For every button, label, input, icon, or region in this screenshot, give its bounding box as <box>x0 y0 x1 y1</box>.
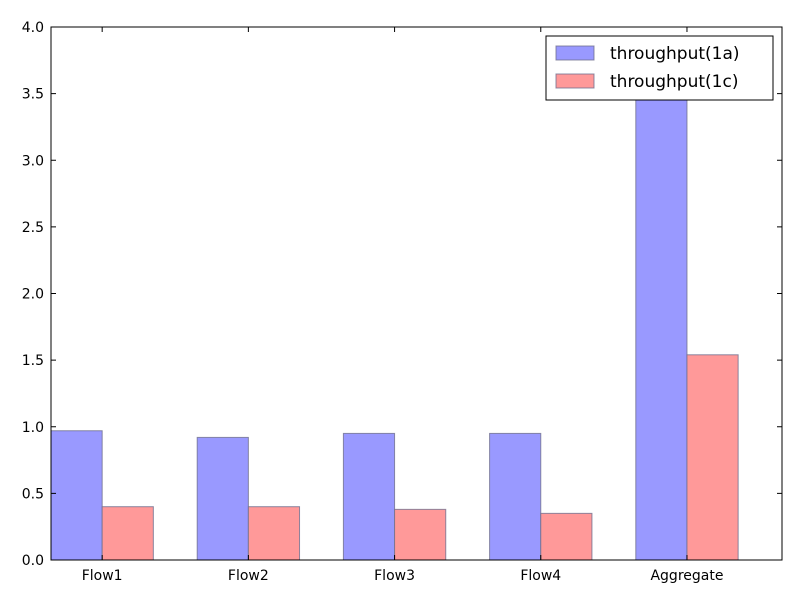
x-tick-label: Flow3 <box>374 568 415 584</box>
bar-throughput-1c-flow4 <box>540 512 593 561</box>
bar-throughput-1a-flow4 <box>489 432 542 561</box>
bar-throughput-1a-aggregate <box>635 43 688 561</box>
ticks-group: 0.0 0.5 1.0 1.5 2.0 2.5 3.0 3.5 4.0 Flow1 Flow2 Flo… <box>22 20 782 584</box>
bar-throughput-1a-flow1 <box>50 430 103 561</box>
bar-throughput-1a-flow3 <box>342 432 396 561</box>
y-tick-label: 3.0 <box>22 153 44 169</box>
y-tick-label: 1.5 <box>22 353 44 369</box>
legend-swatch <box>555 73 595 89</box>
legend-swatch <box>555 45 595 61</box>
x-tick-label: Aggregate <box>650 568 723 584</box>
y-tick-label: 2.5 <box>22 220 44 236</box>
plot-frame <box>50 26 783 561</box>
y-tick-label: 3.5 <box>22 87 44 103</box>
bar-throughput-1c-flow3 <box>394 508 447 561</box>
bar-throughput-1c-aggregate <box>686 354 739 561</box>
y-tick-label: 0.0 <box>22 553 44 569</box>
legend-label: throughput(1a) <box>610 44 740 64</box>
legend: throughput(1a) throughput(1c) <box>545 35 774 101</box>
x-tick-label: Flow4 <box>520 568 561 584</box>
bar-throughput-1c-flow1 <box>101 506 154 561</box>
y-tick-label: 2.0 <box>22 287 44 303</box>
legend-label: throughput(1c) <box>610 72 738 92</box>
bar-throughput-1c-flow2 <box>247 506 301 561</box>
bars-group <box>50 43 739 561</box>
y-tick-label: 1.0 <box>22 420 44 436</box>
y-tick-label: 4.0 <box>22 20 44 36</box>
x-tick-label: Flow2 <box>228 568 269 584</box>
bar-throughput-1a-flow2 <box>196 436 249 561</box>
x-tick-label: Flow1 <box>82 568 123 584</box>
y-tick-label: 0.5 <box>22 486 44 502</box>
